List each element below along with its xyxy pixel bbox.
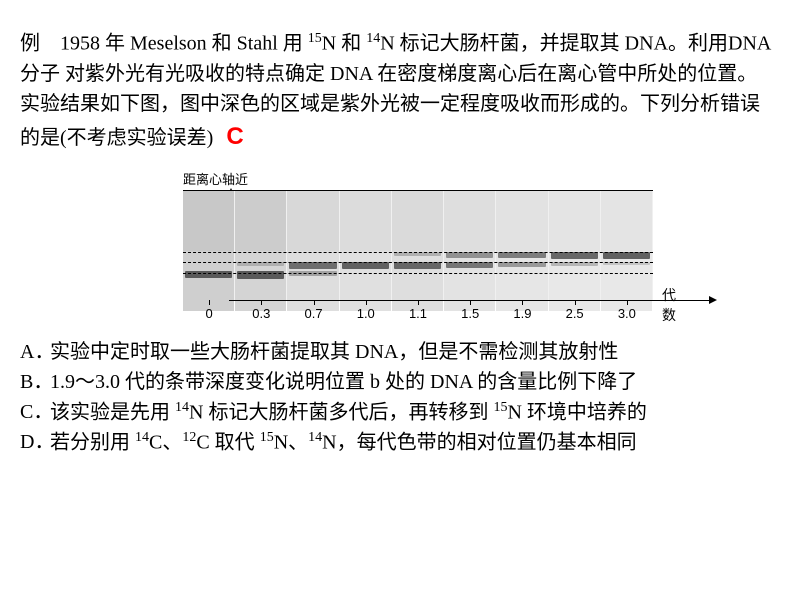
lane-bg	[287, 191, 338, 251]
gel-lane	[549, 191, 601, 300]
lane-label: 1.5	[444, 300, 496, 321]
y-axis-label: 距离心轴近	[183, 169, 657, 188]
x-axis-arrow-icon	[709, 296, 717, 304]
gel-lane	[601, 191, 653, 300]
option-text: 若分别用 14C、12C 取代 15N、14N，每代色带的相对位置仍基本相同	[50, 427, 637, 458]
question-text: 例 1958 年 Meselson 和 Stahl 用 15N 和 14N 标记…	[20, 28, 774, 155]
gel-band	[446, 262, 493, 268]
lane-labels: 00.30.71.01.11.51.92.53.0	[183, 300, 653, 321]
gel-band	[394, 262, 441, 269]
gel-band	[498, 252, 545, 258]
gel-panel	[183, 190, 653, 300]
lane-bg	[444, 191, 495, 251]
option-row: C．该实验是先用 14N 标记大肠杆菌多代后，再转移到 15N 环境中培养的	[20, 397, 774, 428]
option-row: D．若分别用 14C、12C 取代 15N、14N，每代色带的相对位置仍基本相同	[20, 427, 774, 458]
lane-bg	[340, 191, 391, 251]
lane-label: 0.3	[235, 300, 287, 321]
lane-label: 3.0	[601, 300, 653, 321]
option-text: 该实验是先用 14N 标记大肠杆菌多代后，再转移到 15N 环境中培养的	[50, 397, 647, 428]
gel-band	[237, 262, 284, 266]
option-letter: A．	[20, 337, 50, 367]
option-letter: B．	[20, 367, 50, 397]
q-sup-3: 14	[366, 31, 380, 46]
gel-band	[394, 252, 441, 256]
option-text: 1.9～3.0 代的条带深度变化说明位置 b 处的 DNA 的含量比例下降了	[50, 367, 637, 397]
q-part-2: N 和	[322, 33, 366, 55]
gel-lane	[183, 191, 235, 300]
gel-lane	[287, 191, 339, 300]
gel-band	[446, 252, 493, 258]
option-row: A．实验中定时取一些大肠杆菌提取其 DNA，但是不需检测其放射性	[20, 337, 774, 367]
gel-lane	[340, 191, 392, 300]
gel-band	[551, 262, 598, 266]
option-letter: C．	[20, 397, 50, 428]
lane-bg	[392, 191, 443, 251]
gel-band	[603, 252, 650, 259]
q-part-0: 1958 年 Meselson 和 Stahl 用	[60, 33, 308, 55]
gel-lane	[496, 191, 548, 300]
lane-label: 0	[183, 300, 235, 321]
gel-band	[185, 271, 232, 278]
lane-bg	[183, 191, 234, 251]
gel-band	[498, 262, 545, 267]
gel-band	[289, 262, 336, 269]
lane-bg	[496, 191, 547, 251]
gel-band	[603, 262, 650, 265]
lane-bg	[601, 191, 652, 251]
gel-lane	[392, 191, 444, 300]
figure: 距离心轴近 cba 00.30.71.01.11.51.92.53.0 代数	[137, 169, 657, 321]
example-prefix: 例	[20, 33, 60, 55]
gel-band	[237, 271, 284, 279]
lane-label: 1.9	[496, 300, 548, 321]
option-letter: D．	[20, 427, 50, 458]
lane-label: 0.7	[287, 300, 339, 321]
gel-band	[342, 262, 389, 269]
lane-label: 1.1	[392, 300, 444, 321]
lane-bg	[235, 191, 286, 251]
lane-label: 2.5	[549, 300, 601, 321]
answer-mark: C	[226, 119, 243, 155]
options-list: A．实验中定时取一些大肠杆菌提取其 DNA，但是不需检测其放射性B．1.9～3.…	[20, 337, 774, 458]
lane-bg	[549, 191, 600, 251]
x-axis-label: 代数	[662, 285, 676, 325]
option-row: B．1.9～3.0 代的条带深度变化说明位置 b 处的 DNA 的含量比例下降了	[20, 367, 774, 397]
gel-band	[551, 252, 598, 259]
q-sup-1: 15	[308, 31, 322, 46]
lane-label: 1.0	[340, 300, 392, 321]
gel-band	[289, 271, 336, 276]
gel-lane	[235, 191, 287, 300]
gel-lane	[444, 191, 496, 300]
option-text: 实验中定时取一些大肠杆菌提取其 DNA，但是不需检测其放射性	[50, 337, 618, 367]
